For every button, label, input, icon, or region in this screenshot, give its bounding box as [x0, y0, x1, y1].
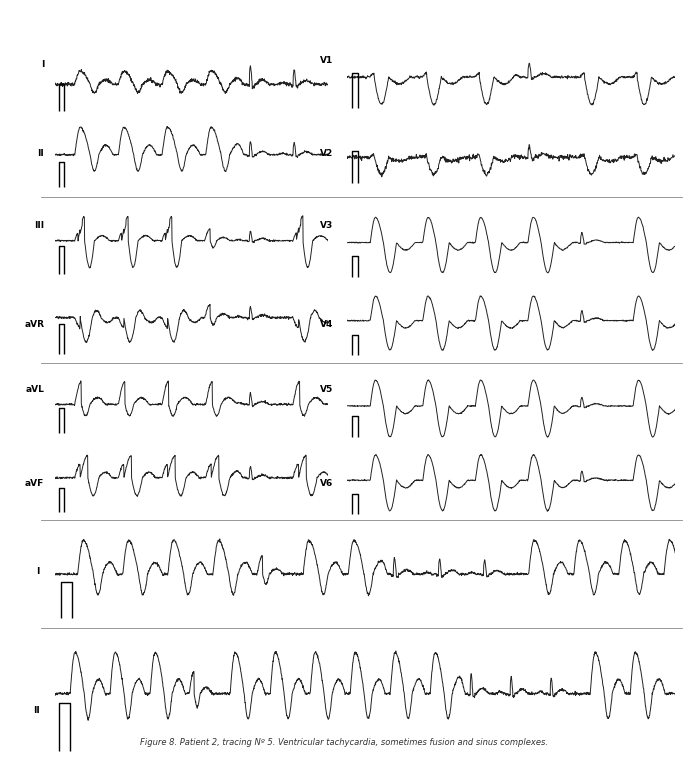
- Text: V2: V2: [320, 149, 333, 158]
- Text: V6: V6: [320, 479, 333, 488]
- Text: V1: V1: [320, 56, 333, 65]
- Text: III: III: [34, 221, 44, 230]
- Text: I: I: [41, 59, 44, 69]
- Text: Figure 8. Patient 2, tracing Nº 5. Ventricular tachycardia, sometimes fusion and: Figure 8. Patient 2, tracing Nº 5. Ventr…: [141, 738, 548, 748]
- Text: V3: V3: [320, 221, 333, 230]
- Text: V4: V4: [320, 320, 333, 329]
- Text: II: II: [37, 149, 44, 158]
- Text: aVF: aVF: [25, 479, 44, 488]
- Text: I: I: [37, 567, 40, 575]
- Text: II: II: [33, 706, 40, 715]
- Text: aVL: aVL: [25, 385, 44, 394]
- Text: aVR: aVR: [24, 320, 44, 329]
- Text: V5: V5: [320, 385, 333, 394]
